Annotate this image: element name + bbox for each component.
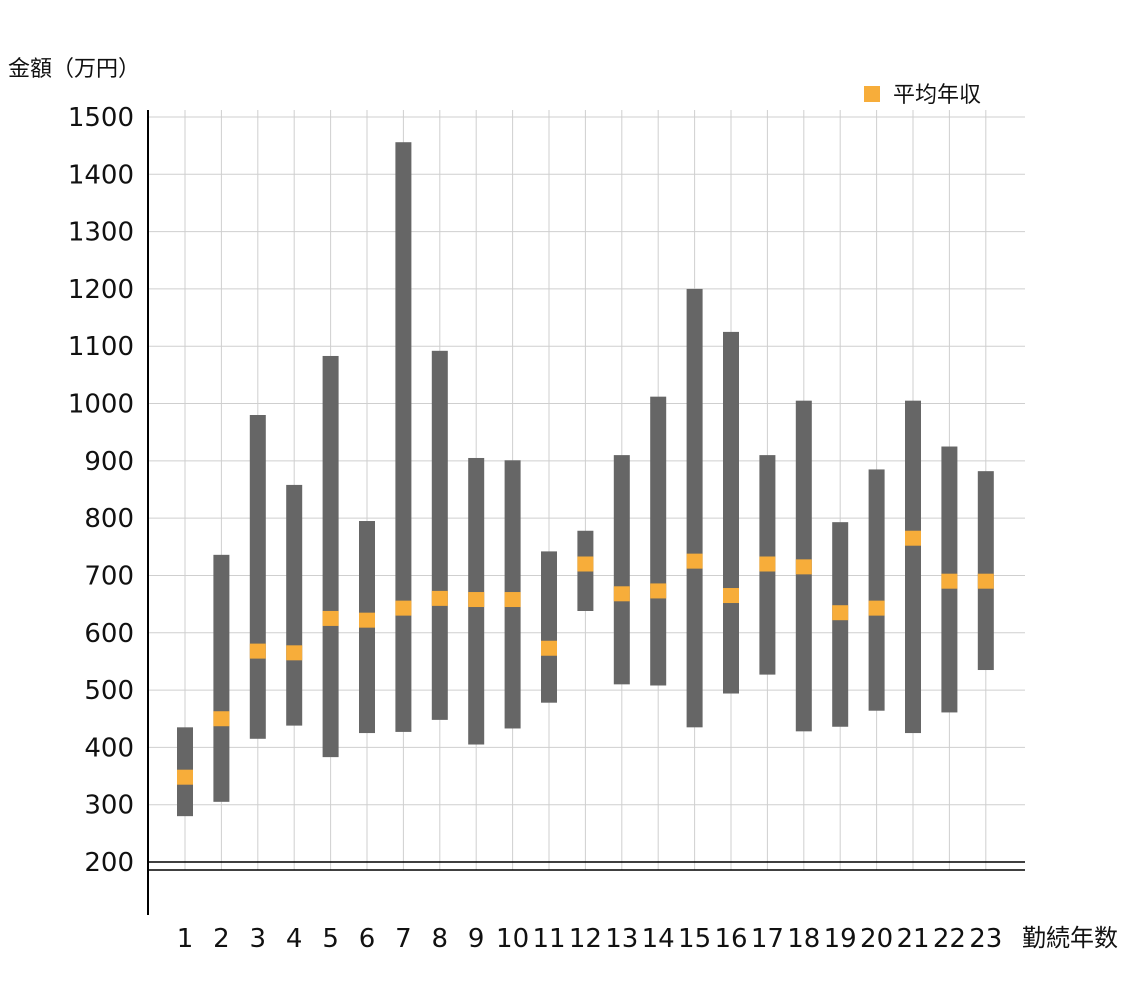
range-bar	[541, 551, 557, 703]
x-tick-label: 15	[678, 924, 711, 954]
x-tick-label: 17	[751, 924, 784, 954]
y-tick-label: 700	[84, 561, 134, 591]
x-tick-label: 9	[468, 924, 485, 954]
x-tick-label: 20	[860, 924, 893, 954]
y-tick-label: 1000	[68, 390, 134, 420]
y-tick-label: 400	[84, 733, 134, 763]
legend-label-mean: 平均年収	[893, 83, 981, 108]
x-tick-label: 1	[177, 924, 194, 954]
grid-layer	[148, 110, 1025, 870]
y-tick-label: 1300	[68, 218, 134, 248]
labels: 金額（万円） 勤続年数 200 300 400 500 600 700 800 900 1000…	[8, 57, 1118, 954]
x-tick-label: 23	[969, 924, 1002, 954]
mean-marker	[322, 610, 339, 626]
mean-marker	[541, 640, 557, 656]
x-tick-label: 5	[322, 924, 339, 954]
x-tick-label: 22	[933, 924, 966, 954]
range-bars	[177, 142, 994, 817]
range-bar	[868, 469, 885, 711]
mean-markers	[177, 530, 994, 785]
x-tick-label: 7	[395, 924, 412, 954]
x-tick-label: 6	[359, 924, 376, 954]
y-axis-label: 金額（万円）	[8, 57, 140, 82]
range-bar	[286, 484, 303, 726]
range-bar	[686, 288, 703, 728]
legend: 平均年収	[864, 83, 981, 108]
range-bar	[977, 471, 994, 671]
x-tick-label: 10	[496, 924, 529, 954]
range-bar	[322, 355, 339, 758]
mean-marker	[977, 573, 994, 589]
range-bar	[249, 415, 266, 739]
mean-marker	[905, 530, 921, 546]
y-tick-label: 1100	[68, 332, 134, 362]
range-bar	[431, 350, 448, 720]
mean-marker	[468, 592, 485, 608]
x-tick-label: 11	[532, 924, 565, 954]
mean-marker	[795, 559, 812, 575]
mean-marker	[759, 556, 776, 572]
mean-marker	[941, 573, 958, 589]
x-tick-label: 18	[787, 924, 820, 954]
mean-marker	[395, 600, 412, 616]
y-tick-label: 1400	[68, 160, 134, 190]
range-bar	[213, 554, 230, 802]
x-tick-label: 19	[824, 924, 857, 954]
range-bar	[723, 331, 739, 694]
mean-marker	[650, 583, 667, 599]
mean-marker	[577, 556, 594, 572]
mean-marker	[832, 605, 849, 621]
mean-marker	[613, 586, 630, 602]
range-bar	[650, 396, 667, 686]
range-bar	[395, 142, 412, 732]
mean-marker	[249, 643, 266, 659]
range-bar	[832, 522, 849, 727]
y-tick-label: 500	[84, 676, 134, 706]
y-tick-label: 300	[84, 791, 134, 821]
mean-marker	[213, 711, 230, 727]
mean-marker	[504, 592, 521, 608]
x-tick-label: 2	[213, 924, 230, 954]
x-tick-label: 12	[569, 924, 602, 954]
y-tick-label: 1500	[68, 103, 134, 133]
mean-marker	[431, 590, 448, 606]
x-tick-label: 21	[896, 924, 929, 954]
axis-layer	[147, 110, 1025, 915]
x-tick-label: 3	[250, 924, 267, 954]
x-axis-label: 勤続年数	[1022, 924, 1118, 952]
range-bar	[613, 455, 630, 685]
mean-marker	[177, 769, 193, 785]
x-tick-label: 4	[286, 924, 303, 954]
mean-marker	[686, 553, 703, 569]
x-tick-label: 13	[605, 924, 638, 954]
mean-marker	[868, 600, 885, 616]
x-tick-label: 14	[642, 924, 675, 954]
y-tick-label: 800	[84, 504, 134, 534]
y-tick-label: 900	[84, 447, 134, 477]
y-tick-label: 200	[84, 848, 134, 878]
y-tick-label: 600	[84, 619, 134, 649]
x-tick-label: 16	[714, 924, 747, 954]
x-tick-label: 8	[432, 924, 449, 954]
legend-swatch-mean	[864, 86, 880, 102]
y-tick-label: 1200	[68, 275, 134, 305]
mean-marker	[359, 612, 375, 628]
mean-marker	[286, 645, 303, 661]
range-bar	[905, 400, 921, 734]
mean-marker	[723, 588, 739, 604]
